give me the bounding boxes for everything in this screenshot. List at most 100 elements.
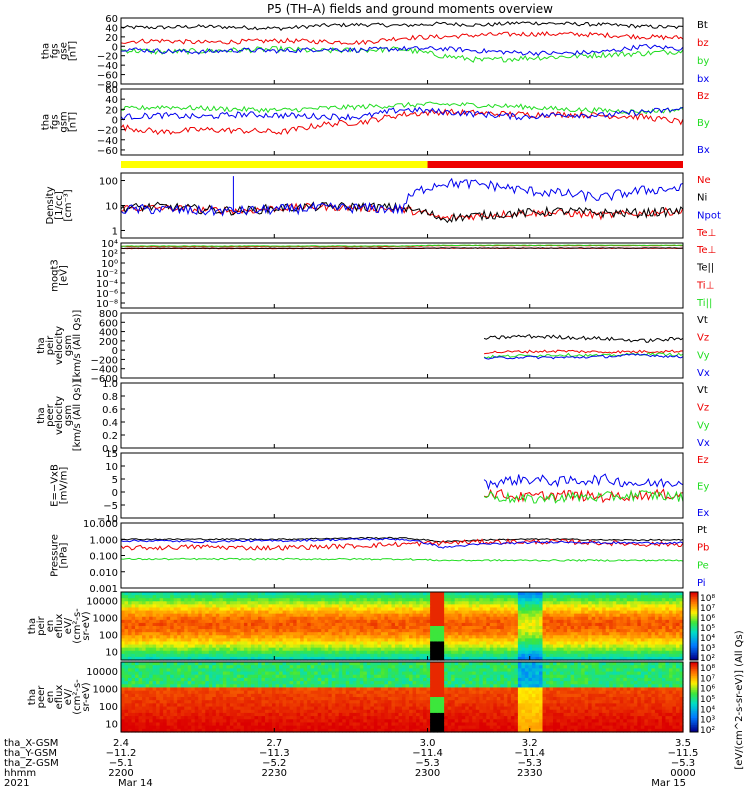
heatmap-cell xyxy=(619,598,624,602)
heatmap-cell xyxy=(131,693,136,698)
heatmap-cell xyxy=(131,650,136,655)
heatmap-cell xyxy=(272,616,277,621)
heatmap-cell xyxy=(131,722,136,727)
heatmap-cell xyxy=(528,622,533,627)
heatmap-cell xyxy=(219,644,224,649)
heatmap-cell xyxy=(658,629,663,633)
heatmap-cell xyxy=(454,641,459,646)
heatmap-cell xyxy=(409,641,414,646)
heatmap-cell xyxy=(166,616,171,621)
heatmap-cell xyxy=(236,706,242,711)
heatmap-cell xyxy=(535,629,540,633)
heatmap-cell xyxy=(524,595,530,599)
heatmap-cell xyxy=(356,607,361,612)
heatmap-cell xyxy=(616,622,621,627)
heatmap-cell xyxy=(359,607,364,612)
heatmap-cell xyxy=(616,604,621,609)
heatmap-cell xyxy=(363,604,368,609)
heatmap-cell xyxy=(567,613,572,618)
heatmap-cell xyxy=(510,641,515,646)
heatmap-cell xyxy=(229,616,234,621)
heatmap-cell xyxy=(282,613,287,618)
panel-pressure: 10.0001.0000.1000.0100.001Pressure[nPa]P… xyxy=(50,519,710,595)
heatmap-cell xyxy=(567,622,572,627)
heatmap-cell xyxy=(524,647,530,652)
heatmap-cell xyxy=(187,722,192,727)
heatmap-cell xyxy=(419,616,424,621)
heatmap-cell xyxy=(394,607,400,612)
heatmap-cell xyxy=(398,598,403,602)
heatmap-cell xyxy=(528,638,533,643)
heatmap-cell xyxy=(236,709,242,714)
heatmap-cell xyxy=(279,690,284,695)
heatmap-cell xyxy=(654,641,660,646)
heatmap-cell xyxy=(124,650,129,655)
heatmap-cell xyxy=(430,604,435,609)
heatmap-cell xyxy=(458,629,463,633)
heatmap-cell xyxy=(170,595,175,599)
heatmap-cell xyxy=(324,632,329,636)
heatmap-cell xyxy=(296,638,301,643)
heatmap-cell xyxy=(416,619,421,624)
heatmap-cell xyxy=(142,674,147,679)
heatmap-cell xyxy=(482,622,487,627)
heatmap-cell xyxy=(461,626,466,630)
heatmap-cell xyxy=(616,656,621,661)
heatmap-cell xyxy=(342,613,347,618)
heatmap-cell xyxy=(177,725,182,730)
heatmap-cell xyxy=(257,632,263,636)
heatmap-cell xyxy=(472,629,477,633)
heatmap-cell xyxy=(528,650,533,655)
heatmap-cell xyxy=(229,668,234,673)
heatmap-cell xyxy=(166,668,171,673)
y-tick-label: −400 xyxy=(91,365,118,376)
heatmap-cell xyxy=(307,653,312,658)
heatmap-cell xyxy=(616,641,621,646)
heatmap-cell xyxy=(335,626,340,630)
heatmap-cell xyxy=(219,635,224,639)
heatmap-cell xyxy=(198,687,203,692)
heatmap-cell xyxy=(293,613,298,618)
heatmap-cell xyxy=(163,668,168,673)
heatmap-cell xyxy=(503,644,508,649)
heatmap-cell xyxy=(560,616,565,621)
heatmap-cell xyxy=(208,622,213,627)
heatmap-cell xyxy=(584,622,589,627)
heatmap-cell xyxy=(486,653,491,658)
heatmap-cell xyxy=(121,674,126,679)
heatmap-cell xyxy=(208,604,213,609)
heatmap-cell xyxy=(212,641,217,646)
heatmap-cell xyxy=(482,619,487,624)
heatmap-cell xyxy=(156,690,161,695)
heatmap-cell xyxy=(247,668,252,673)
heatmap-cell xyxy=(250,674,256,679)
heatmap-cell xyxy=(486,604,491,609)
heatmap-cell xyxy=(461,619,466,624)
heatmap-cell xyxy=(191,644,196,649)
heatmap-cell xyxy=(250,647,256,652)
heatmap-cell xyxy=(229,656,234,661)
heatmap-cell xyxy=(286,697,291,701)
heatmap-cell xyxy=(521,635,526,639)
heatmap-cell xyxy=(640,622,645,627)
heatmap-cell xyxy=(507,610,512,615)
heatmap-cell xyxy=(215,613,220,618)
heatmap-cell xyxy=(363,632,368,636)
heatmap-cell xyxy=(503,638,508,643)
heatmap-cell xyxy=(605,638,610,643)
heatmap-cell xyxy=(198,665,203,669)
heatmap-cell xyxy=(644,619,649,624)
heatmap-cell xyxy=(307,728,312,733)
heatmap-cell xyxy=(170,610,175,615)
heatmap-cell xyxy=(135,598,140,602)
heatmap-cell xyxy=(496,616,501,621)
heatmap-cell xyxy=(451,635,456,639)
heatmap-cell xyxy=(584,613,589,618)
heatmap-cell xyxy=(465,592,470,596)
heatmap-cell xyxy=(493,656,498,661)
heatmap-cell xyxy=(128,677,133,682)
heatmap-cell xyxy=(307,674,312,679)
heatmap-cell xyxy=(335,656,340,661)
heatmap-cell xyxy=(317,619,322,624)
heatmap-cell xyxy=(321,595,326,599)
